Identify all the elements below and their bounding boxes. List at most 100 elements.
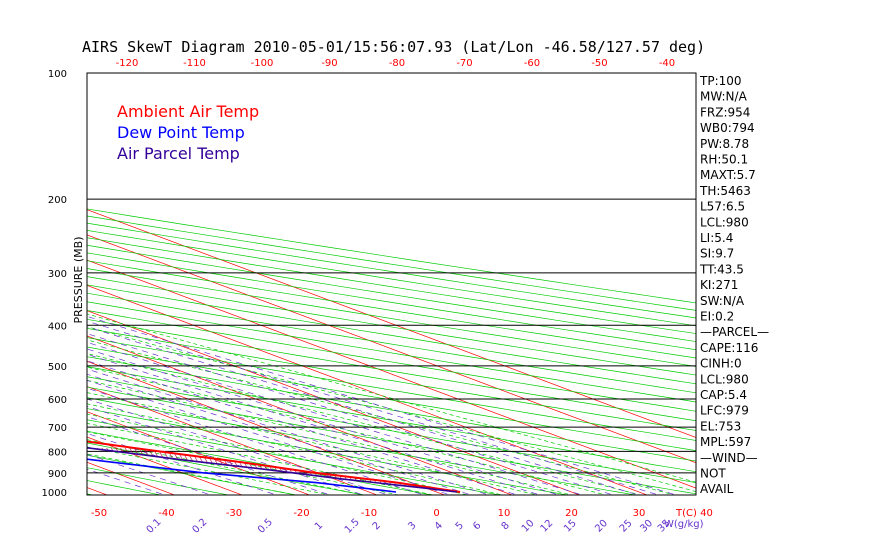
isotherm-line [0, 64, 55, 501]
dry-adiabat-line [0, 73, 54, 501]
mixing-ratio-tick-label: 12 [539, 518, 556, 535]
plot-frame [86, 72, 697, 496]
isotherm-line [87, 487, 109, 495]
dry-adiabat-line [87, 493, 95, 495]
index-entry: CAP:5.4 [700, 388, 747, 402]
pressure-tick-label: 600 [48, 395, 67, 406]
temp-unit-label: T(C) [675, 508, 697, 519]
index-entry: SI:9.7 [700, 247, 734, 261]
pressure-tick-label: 100 [48, 69, 67, 80]
dry-adiabat-line [87, 467, 231, 495]
dry-adiabat-line [87, 222, 696, 319]
isotherm-line [87, 310, 581, 495]
pressure-tick-label: 300 [48, 269, 67, 280]
mixing-ratio-tick-label: 1.5 [343, 517, 362, 536]
mixing-ratio-tick-label: 5 [454, 520, 466, 532]
moist-adiabat-line [87, 379, 573, 495]
index-entry: EL:753 [700, 419, 741, 433]
bottom-temp-tick-label: 0 [433, 508, 439, 519]
index-entry: WB0:794 [700, 121, 755, 135]
moist-adiabat-line [87, 326, 696, 492]
y-axis-label: PRESSURE (MB) [72, 237, 85, 324]
mixing-ratio-tick-label: 25 [618, 518, 635, 535]
index-entry: —WIND— [700, 451, 758, 465]
series-line-2 [87, 446, 457, 493]
isotherm-line [87, 360, 446, 495]
mixing-ratio-tick-label: 0.5 [256, 517, 275, 536]
index-entry: RH:50.1 [700, 153, 748, 167]
top-temp-tick-label: -120 [116, 58, 139, 69]
mixing-ratio-tick-label: 20 [593, 518, 610, 535]
index-entry: TH:5463 [699, 184, 751, 198]
index-entry: —PARCEL— [700, 325, 769, 339]
index-entry: L57:6.5 [700, 200, 745, 214]
index-entry: MPL:597 [700, 435, 751, 449]
legend-item: Dew Point Temp [117, 123, 245, 142]
index-entry: PW:8.78 [700, 137, 749, 151]
bottom-temp-tick-label: 30 [633, 508, 646, 519]
moist-adiabat-line [87, 353, 642, 495]
moist-adiabat-line [87, 413, 470, 495]
top-temp-tick-label: -100 [251, 58, 274, 69]
mixing-ratio-line [87, 353, 541, 495]
top-temp-tick-label: -60 [524, 58, 540, 69]
top-temp-tick-label: -110 [183, 58, 206, 69]
pressure-tick-label: 500 [48, 362, 67, 373]
mixing-ratio-line [87, 320, 660, 495]
bottom-temp-tick-label: 10 [498, 508, 511, 519]
isotherm-line [87, 259, 696, 489]
bottom-temp-tick-label: -50 [91, 508, 107, 519]
dry-adiabat-line [87, 442, 366, 495]
mixing-ratio-tick-label: 30 [638, 518, 655, 535]
index-entry: LCL:980 [700, 372, 749, 386]
dry-adiabat-line [87, 386, 696, 495]
mixing-ratio-tick-label: 10 [520, 518, 537, 535]
series-line-1 [87, 458, 397, 493]
index-entry: CAPE:116 [700, 341, 758, 355]
index-entry: LFC:979 [700, 404, 749, 418]
dry-adiabat-line [87, 366, 696, 473]
index-entry: CINH:0 [700, 357, 742, 371]
dry-adiabat-line [87, 337, 696, 441]
dry-adiabat-line [87, 328, 696, 431]
moist-adiabat-line [87, 403, 504, 495]
index-entry: LCL:980 [700, 215, 749, 229]
isotherm-line [87, 386, 379, 495]
moist-adiabat-line [87, 392, 539, 495]
isotherm-line [87, 285, 649, 495]
top-temp-tick-label: -50 [591, 58, 607, 69]
dry-adiabat-line [87, 301, 696, 403]
dry-adiabat-line [87, 318, 696, 422]
index-entry: NOT [700, 467, 726, 481]
top-temp-tick-label: -80 [389, 58, 405, 69]
index-entry: AVAIL [700, 482, 734, 496]
mixing-ratio-tick-label: 0.1 [145, 517, 164, 536]
pressure-tick-label: 700 [48, 423, 67, 434]
dry-adiabat-line [87, 408, 570, 495]
bottom-temp-tick-label: -20 [293, 508, 309, 519]
mixing-ratio-line [87, 316, 678, 495]
chart-title: AIRS SkewT Diagram 2010-05-01/15:56:07.9… [82, 38, 705, 56]
isotherm-line [87, 234, 696, 464]
index-entry: EI:0.2 [700, 310, 734, 324]
dry-adiabat-line [87, 376, 696, 483]
bottom-temp-tick-label: -30 [226, 508, 242, 519]
dry-adiabat-line [87, 454, 299, 495]
index-entry: FRZ:954 [700, 105, 750, 119]
pressure-tick-label: 400 [48, 321, 67, 332]
dry-adiabat-line [87, 244, 696, 342]
moist-adiabat-line [87, 313, 696, 483]
mixing-ratio-line [87, 348, 560, 495]
mixing-ratio-tick-label: 15 [562, 518, 579, 535]
isotherm-line [87, 335, 514, 495]
mixing-ratio-line [87, 341, 584, 495]
index-entry: MAXT:5.7 [700, 168, 756, 182]
bottom-temp-tick-label: -40 [158, 508, 174, 519]
mixing-ratio-line [87, 373, 473, 495]
data-layer [87, 440, 461, 493]
bottom-temp-tick-label: 20 [565, 508, 578, 519]
legend-item: Air Parcel Temp [117, 144, 240, 163]
index-entry: LI:5.4 [700, 231, 733, 245]
